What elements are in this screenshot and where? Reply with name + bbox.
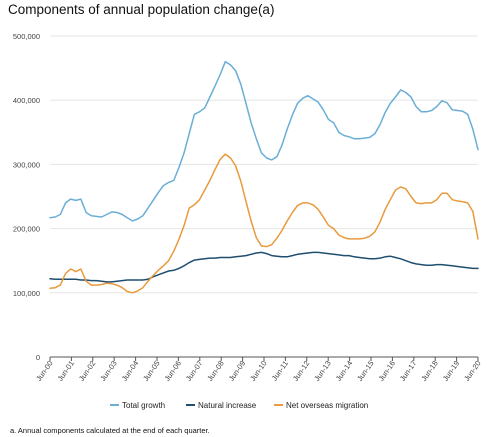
x-tick-label: Jun-20 <box>462 359 483 383</box>
x-tick-label: Jun-05 <box>141 359 162 383</box>
y-tick-label: 300,000 <box>13 160 40 169</box>
x-tick-label: Jun-11 <box>270 359 290 383</box>
x-tick-label: Jun-00 <box>34 359 55 383</box>
footnote: a. Annual components calculated at the e… <box>10 426 210 435</box>
x-tick-label: Jun-09 <box>227 359 248 383</box>
x-tick-label: Jun-14 <box>334 359 355 383</box>
x-tick-label: Jun-01 <box>56 359 77 383</box>
legend-label: Total growth <box>122 401 165 410</box>
series-lines <box>49 60 479 294</box>
y-axis-ticks: 0 100,000 200,000 300,000 400,000 500,000 <box>13 32 40 362</box>
x-tick-label: Jun-07 <box>184 359 205 383</box>
x-tick-label: Jun-03 <box>98 359 119 383</box>
y-tick-label: 400,000 <box>13 96 40 105</box>
x-tick-label: Jun-16 <box>377 359 398 383</box>
x-tick-label: Jun-15 <box>355 359 376 383</box>
series-line-1 <box>49 251 479 283</box>
series-line-2 <box>49 153 479 294</box>
x-tick-label: Jun-02 <box>77 359 98 383</box>
y-tick-label: 100,000 <box>13 289 40 298</box>
legend: Total growth Natural increase Net overseas… <box>110 401 368 410</box>
x-tick-label: Jun-17 <box>398 359 419 383</box>
series-line-0 <box>49 60 479 222</box>
x-axis-ticks: Jun-00 Jun-01 Jun-02 Jun-03 Jun-04 Jun-05 Jun-… <box>34 357 483 383</box>
x-tick-label: Jun-19 <box>441 359 462 383</box>
legend-label: Natural increase <box>198 401 257 410</box>
x-tick-label: Jun-18 <box>419 359 440 383</box>
y-tick-label: 500,000 <box>13 32 40 41</box>
x-tick-label: Jun-13 <box>312 359 333 383</box>
legend-label: Net overseas migration <box>286 401 368 410</box>
x-tick-label: Jun-10 <box>248 359 269 383</box>
x-tick-label: Jun-06 <box>163 359 184 383</box>
gridlines <box>50 35 478 294</box>
y-tick-label: 200,000 <box>13 225 40 234</box>
x-tick-label: Jun-04 <box>120 359 141 383</box>
chart-title: Components of annual population change(a… <box>8 2 275 17</box>
x-tick-label: Jun-12 <box>291 359 312 383</box>
x-tick-label: Jun-08 <box>205 359 226 383</box>
y-tick-label: 0 <box>36 353 40 362</box>
